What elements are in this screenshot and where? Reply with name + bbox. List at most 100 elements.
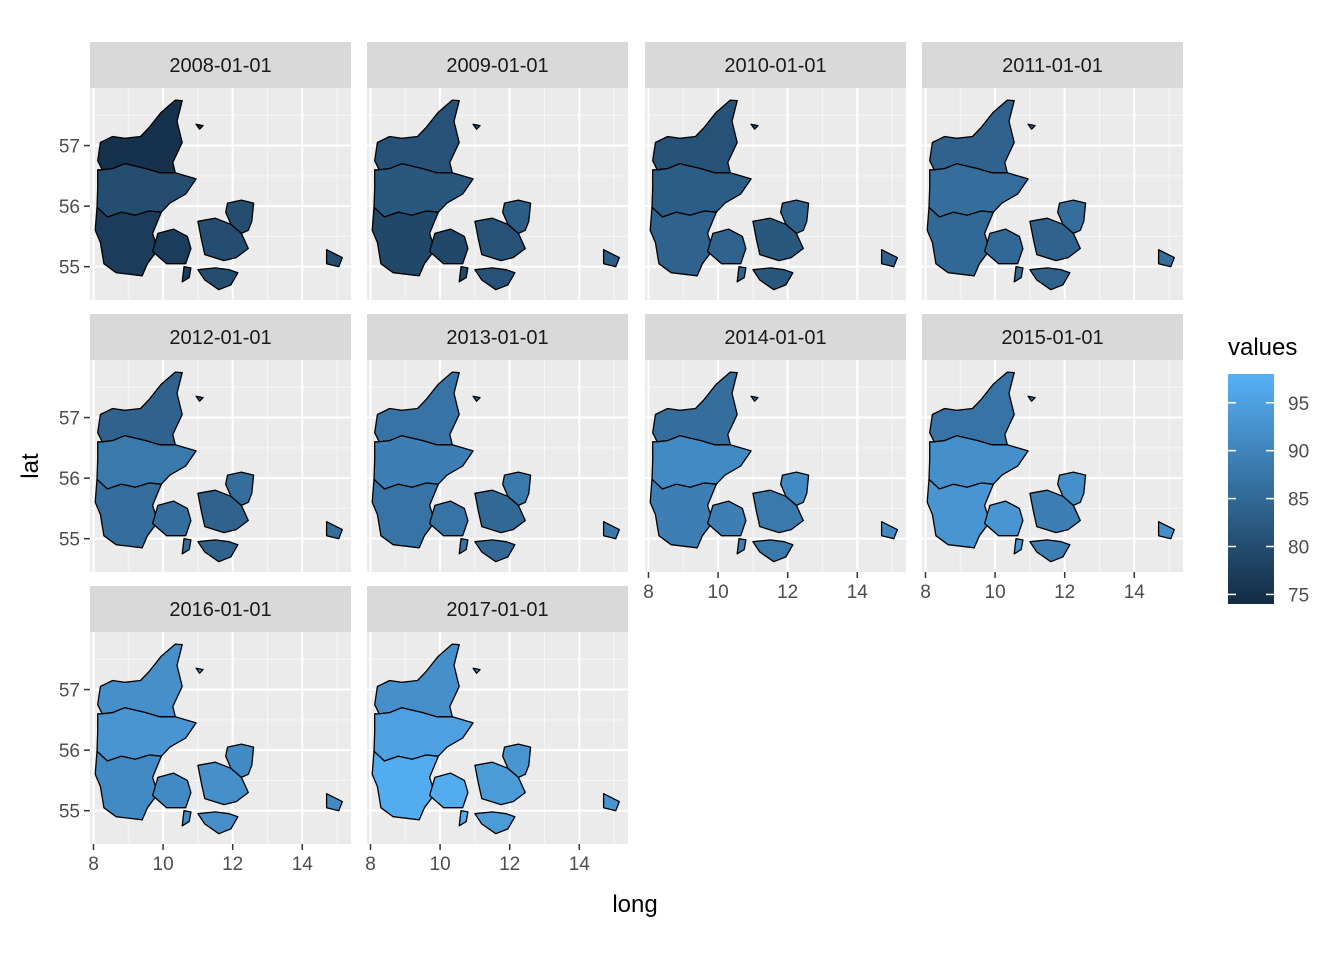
x-tick-label: 14 <box>847 582 869 603</box>
x-tick-label: 12 <box>222 854 243 875</box>
x-tick-label: 12 <box>777 582 798 603</box>
legend-title: values <box>1228 334 1297 361</box>
facet-strip <box>922 42 1183 88</box>
facet-strip-label: 2013-01-01 <box>446 327 548 349</box>
facet-panel: 2008-01-01 <box>90 42 351 300</box>
region-syddanmark <box>458 266 469 283</box>
facet-panel: 2012-01-01 <box>90 314 351 572</box>
facet-strip <box>367 42 628 88</box>
region-hovedstaden <box>325 793 343 812</box>
region-syddanmark <box>1013 538 1024 555</box>
region-hovedstaden <box>325 521 343 540</box>
facet-panel: 2009-01-01 <box>367 42 628 300</box>
region-hovedstaden <box>502 199 532 235</box>
region-nordjylland <box>472 123 481 130</box>
region-sjaelland <box>197 267 239 291</box>
y-tick-label: 57 <box>59 137 80 158</box>
y-axis-title: lat <box>17 453 44 479</box>
facet-panel: 2010-01-01 <box>645 42 906 300</box>
region-hovedstaden <box>602 793 620 812</box>
y-tick-label: 55 <box>59 258 80 279</box>
region-syddanmark <box>458 538 469 555</box>
region-nordjylland <box>1027 123 1036 130</box>
y-tick-label: 57 <box>59 681 80 702</box>
x-tick-label: 10 <box>985 582 1006 603</box>
x-axis-title: long <box>612 891 657 918</box>
x-tick-label: 12 <box>1054 582 1075 603</box>
facet-strip-label: 2015-01-01 <box>1001 327 1103 349</box>
x-axes: 8 10 12 14 8 10 12 14 8 10 12 14 8 10 12 14 <box>88 572 1145 875</box>
region-syddanmark <box>151 228 192 265</box>
facet-strip <box>90 586 351 632</box>
region-hovedstaden <box>1057 471 1087 507</box>
region-syddanmark <box>983 500 1024 537</box>
facet-strip-label: 2016-01-01 <box>169 599 271 621</box>
region-syddanmark <box>458 810 469 827</box>
region-hovedstaden <box>502 743 532 779</box>
region-nordjylland <box>750 123 759 130</box>
legend-colorbar <box>1228 374 1274 604</box>
region-sjaelland <box>1029 267 1071 291</box>
region-hovedstaden <box>225 199 255 235</box>
facet-panel: 2015-01-01 <box>922 314 1183 572</box>
x-tick-label: 8 <box>920 582 931 603</box>
x-tick-label: 10 <box>708 582 729 603</box>
region-sjaelland <box>197 539 239 563</box>
region-syddanmark <box>983 228 1024 265</box>
x-tick-label: 10 <box>153 854 174 875</box>
region-nordjylland <box>195 667 204 674</box>
facet-strip-label: 2014-01-01 <box>724 327 826 349</box>
region-hovedstaden <box>225 471 255 507</box>
facet-strip <box>922 314 1183 360</box>
x-tick-label: 14 <box>292 854 314 875</box>
region-hovedstaden <box>780 199 810 235</box>
legend-tick-label: 95 <box>1288 394 1309 415</box>
region-sjaelland <box>474 811 516 835</box>
region-syddanmark <box>181 538 192 555</box>
y-tick-label: 57 <box>59 409 80 430</box>
region-nordjylland <box>1027 395 1036 402</box>
region-sjaelland <box>1029 539 1071 563</box>
region-hovedstaden <box>602 249 620 268</box>
facet-strip <box>645 314 906 360</box>
y-axes: 55 56 57 55 56 57 55 56 57 <box>59 137 90 823</box>
region-syddanmark <box>1013 266 1024 283</box>
facet-strip <box>367 586 628 632</box>
legend-tick-label: 85 <box>1288 490 1309 511</box>
region-syddanmark <box>428 500 469 537</box>
region-hovedstaden <box>225 743 255 779</box>
region-syddanmark <box>736 266 747 283</box>
x-tick-label: 10 <box>430 854 451 875</box>
region-hovedstaden <box>880 521 898 540</box>
region-syddanmark <box>428 228 469 265</box>
facet-strip-label: 2008-01-01 <box>169 55 271 77</box>
y-tick-label: 55 <box>59 802 80 823</box>
region-hovedstaden <box>1057 199 1087 235</box>
facet-strip-label: 2010-01-01 <box>724 55 826 77</box>
facet-strip-label: 2011-01-01 <box>1002 55 1103 77</box>
region-nordjylland <box>195 395 204 402</box>
region-nordjylland <box>472 395 481 402</box>
region-hovedstaden <box>1157 521 1175 540</box>
region-hovedstaden <box>602 521 620 540</box>
region-syddanmark <box>736 538 747 555</box>
region-syddanmark <box>151 500 192 537</box>
legend-tick-label: 80 <box>1288 538 1309 559</box>
colorbar-legend: values 75 80 85 90 95 <box>1228 334 1309 606</box>
facet-panel: 2014-01-01 <box>645 314 906 572</box>
region-hovedstaden <box>325 249 343 268</box>
legend-ticks: 75 80 85 90 95 <box>1228 394 1309 606</box>
facet-panel: 2011-01-01 <box>922 42 1183 300</box>
x-tick-label: 14 <box>1124 582 1146 603</box>
region-sjaelland <box>752 539 794 563</box>
region-nordjylland <box>750 395 759 402</box>
region-syddanmark <box>151 772 192 809</box>
region-hovedstaden <box>880 249 898 268</box>
region-hovedstaden <box>780 471 810 507</box>
y-tick-label: 56 <box>59 469 80 490</box>
facet-panel: 2016-01-01 <box>90 586 351 844</box>
region-syddanmark <box>181 266 192 283</box>
x-tick-label: 8 <box>365 854 376 875</box>
region-sjaelland <box>474 539 516 563</box>
